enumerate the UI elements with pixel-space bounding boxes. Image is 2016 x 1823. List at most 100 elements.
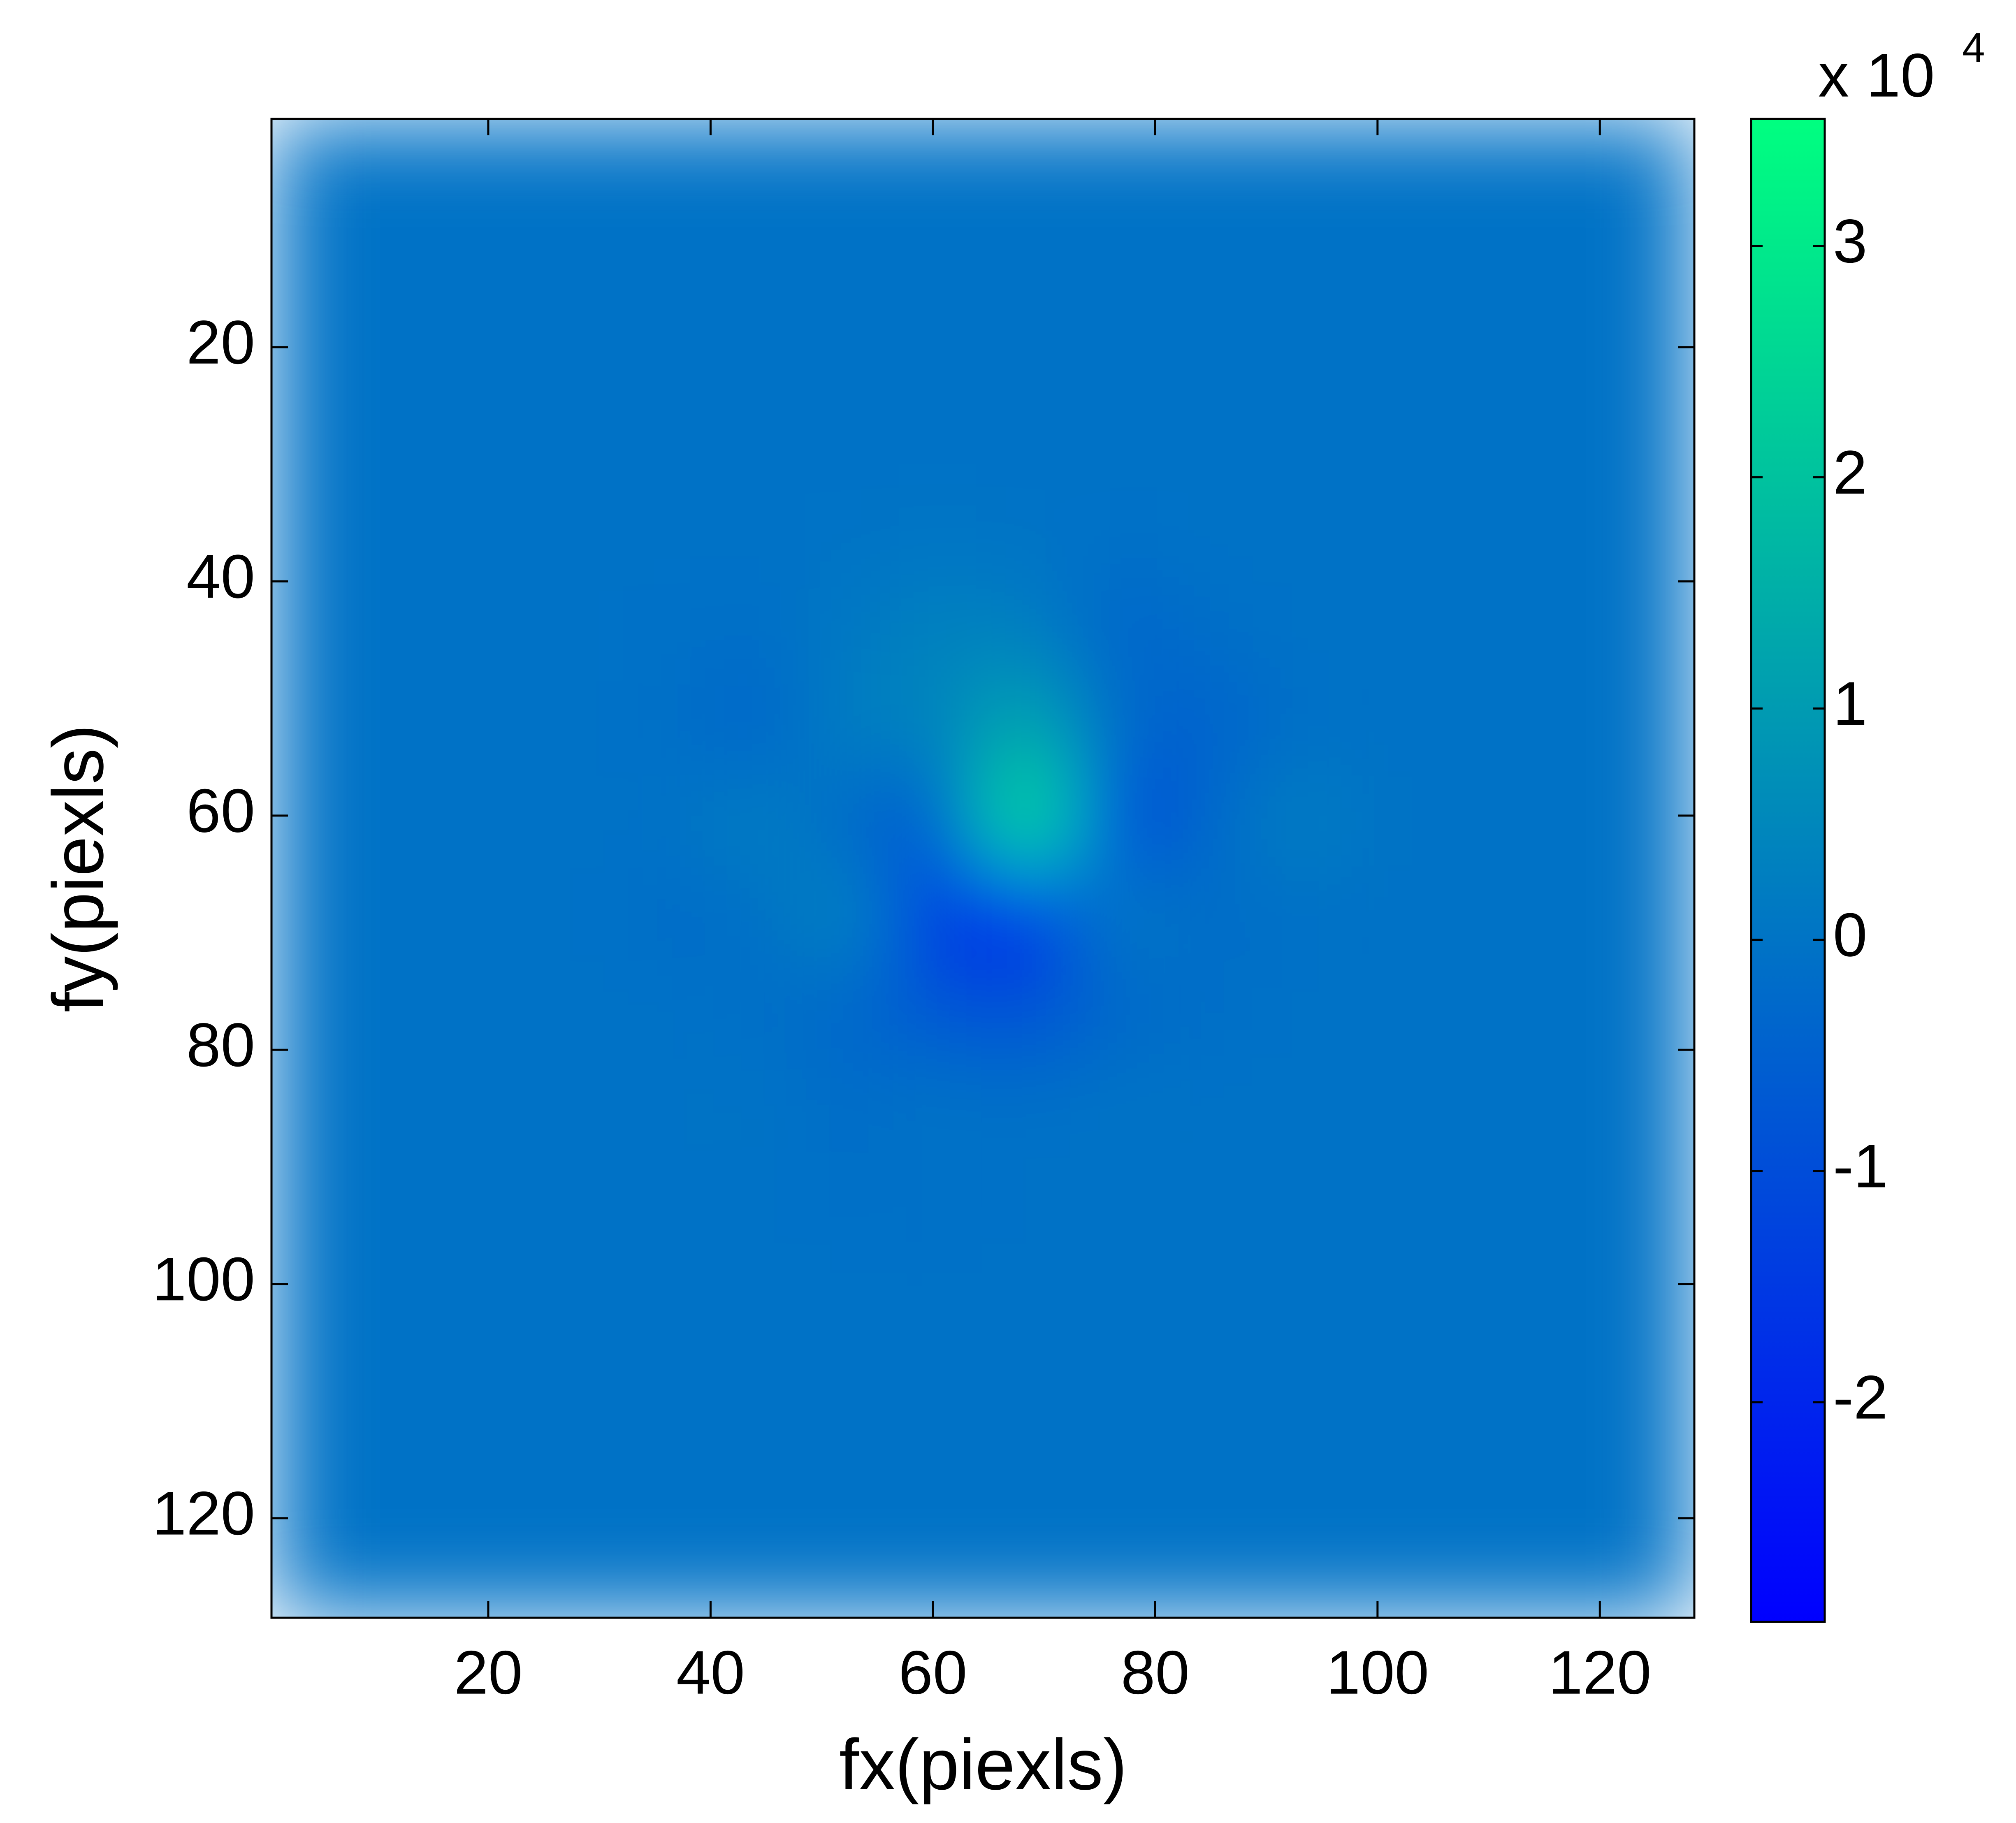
- heat-cell: [715, 1524, 806, 1618]
- heat-cell: [805, 1524, 895, 1618]
- heat-cell: [982, 1055, 1072, 1150]
- heat-cell: [715, 1055, 806, 1150]
- heat-cell: [449, 1149, 539, 1243]
- heat-cell: [715, 306, 806, 401]
- heat-cell: [271, 587, 361, 682]
- heat-cell: [1160, 1524, 1250, 1618]
- heat-cell: [1427, 961, 1517, 1056]
- heat-cell: [1338, 1149, 1428, 1243]
- heat-cell: [1160, 587, 1250, 682]
- heat-cell: [271, 868, 361, 963]
- heat-cell: [1249, 868, 1339, 963]
- heat-cell: [449, 1243, 539, 1337]
- heat-cell: [538, 961, 628, 1056]
- heat-cell: [1605, 1243, 1694, 1337]
- heat-cell: [1338, 1243, 1428, 1337]
- heat-cell: [271, 493, 361, 588]
- heat-cell: [893, 1243, 984, 1337]
- heat-cell: [1249, 212, 1339, 307]
- heat-cell: [1338, 868, 1428, 963]
- heat-cell: [1160, 774, 1250, 869]
- y-tick-label: 100: [152, 1244, 255, 1313]
- heat-cell: [626, 1055, 717, 1150]
- heat-cell: [982, 1149, 1072, 1243]
- heat-cell: [538, 1055, 628, 1150]
- heat-cell: [449, 774, 539, 869]
- heat-cell: [538, 119, 628, 213]
- heat-cell: [715, 680, 806, 775]
- heatmap: [271, 119, 1694, 1618]
- heat-cell: [1427, 774, 1517, 869]
- heat-cell: [538, 1243, 628, 1337]
- y-tick-label: 120: [152, 1479, 255, 1548]
- heat-cell: [982, 587, 1072, 682]
- heat-cell: [449, 306, 539, 401]
- heat-cell: [360, 774, 450, 869]
- heat-cell: [982, 1430, 1072, 1525]
- heat-cell: [1249, 399, 1339, 494]
- heat-cell: [271, 1243, 361, 1337]
- heat-cell: [715, 1243, 806, 1337]
- heat-cell: [805, 680, 895, 775]
- heat-cell: [1605, 868, 1694, 963]
- heat-cell: [271, 1524, 361, 1618]
- heat-cell: [1605, 1149, 1694, 1243]
- heat-cell: [538, 1430, 628, 1525]
- heat-cell: [893, 212, 984, 307]
- heat-cell: [1249, 493, 1339, 588]
- axes: 20 40 60 80 100 120 20 40 60 80 100 120: [152, 118, 1696, 1707]
- heat-cell: [1249, 680, 1339, 775]
- heat-cell: [1071, 212, 1161, 307]
- heat-cell: [1071, 774, 1161, 869]
- heat-cell: [1516, 961, 1606, 1056]
- heat-cell: [982, 212, 1072, 307]
- heat-cell: [538, 1149, 628, 1243]
- heat-cell: [1605, 119, 1694, 213]
- heat-cell: [1605, 306, 1694, 401]
- heat-cell: [893, 1055, 984, 1150]
- heat-cell: [1516, 119, 1606, 213]
- heat-cell: [1338, 306, 1428, 401]
- heat-cell: [538, 399, 628, 494]
- heat-cell: [715, 212, 806, 307]
- heat-cell: [1160, 680, 1250, 775]
- heat-cell: [805, 1430, 895, 1525]
- heat-cell: [715, 774, 806, 869]
- heat-cell: [1249, 1149, 1339, 1243]
- colorbar-tick-label: -1: [1833, 1131, 1888, 1200]
- heat-cell: [1160, 1336, 1250, 1431]
- heat-cell: [982, 1243, 1072, 1337]
- heat-cell: [360, 1149, 450, 1243]
- heat-cell: [893, 587, 984, 682]
- heat-cell: [982, 774, 1072, 869]
- heat-cell: [626, 212, 717, 307]
- heat-cell: [1071, 493, 1161, 588]
- heatmap-cells: [271, 119, 1694, 1618]
- heat-cell: [1071, 119, 1161, 213]
- heat-cell: [805, 212, 895, 307]
- heat-cell: [805, 868, 895, 963]
- heat-cell: [271, 1430, 361, 1525]
- heat-cell: [360, 1243, 450, 1337]
- heat-cell: [1605, 1055, 1694, 1150]
- x-tick-label: 100: [1326, 1638, 1429, 1707]
- heat-cell: [1427, 306, 1517, 401]
- heat-cell: [449, 1524, 539, 1618]
- heat-cell: [893, 493, 984, 588]
- heat-cell: [1338, 587, 1428, 682]
- heat-cell: [805, 119, 895, 213]
- heat-cell: [982, 680, 1072, 775]
- heat-cell: [1427, 868, 1517, 963]
- heat-cell: [1516, 1336, 1606, 1431]
- heat-cell: [1338, 1430, 1428, 1525]
- heat-cell: [893, 399, 984, 494]
- heat-cell: [271, 399, 361, 494]
- heat-cell: [626, 399, 717, 494]
- colorbar-tick-label: 3: [1833, 206, 1867, 276]
- heat-cell: [982, 399, 1072, 494]
- heat-cell: [1160, 1149, 1250, 1243]
- heat-cell: [360, 1430, 450, 1525]
- heat-cell: [715, 493, 806, 588]
